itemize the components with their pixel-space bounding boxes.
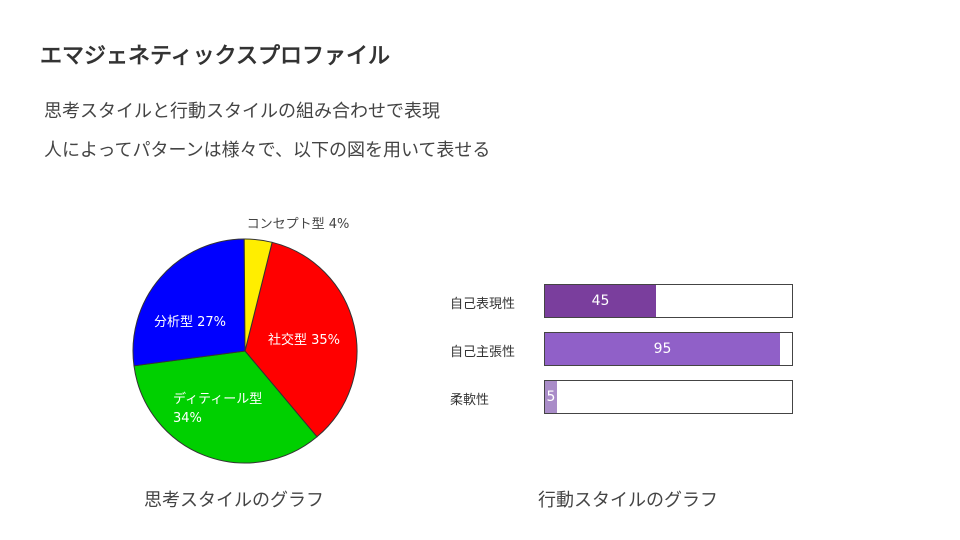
thinking-style-caption: 思考スタイルのグラフ xyxy=(144,490,324,511)
bar-category-label: 自己主張性 xyxy=(450,345,516,360)
bar-track: 95 xyxy=(544,332,793,366)
slice-detail-label-1: ディティール型 xyxy=(173,391,262,407)
slice-detail-label-2: 34% xyxy=(173,411,202,426)
slice-analytical xyxy=(132,238,246,367)
slice-detail xyxy=(133,350,318,464)
bar-track: 45 xyxy=(544,284,793,318)
bar-value-label: 5 xyxy=(546,389,556,405)
slice-conceptual-label: コンセプト型 4% xyxy=(247,217,350,232)
bar-fill xyxy=(545,285,656,317)
bar-fill xyxy=(545,381,557,413)
bar-category-label: 柔軟性 xyxy=(450,393,490,408)
bar-value-label: 95 xyxy=(653,341,672,357)
slide-title: エマジェネティックスプロファイル xyxy=(40,44,391,69)
slice-analytical-label: 分析型 27% xyxy=(154,315,226,330)
bar-value-label: 45 xyxy=(591,293,610,309)
description-line-2: 人によってパターンは様々で、以下の図を用いて表せる xyxy=(44,140,491,161)
bar-category-label: 自己表現性 xyxy=(450,297,516,312)
slice-social xyxy=(244,241,358,438)
behavior-style-caption: 行動スタイルのグラフ xyxy=(538,490,718,511)
description-line-1: 思考スタイルと行動スタイルの組み合わせで表現 xyxy=(44,101,440,122)
bar-fill xyxy=(545,333,780,365)
slice-conceptual xyxy=(243,238,273,352)
slice-social-label: 社交型 35% xyxy=(268,332,340,348)
bar-track: 5 xyxy=(544,380,793,414)
